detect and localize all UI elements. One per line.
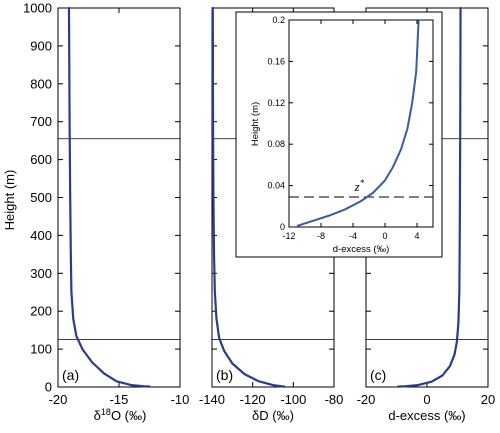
panel-a-series-line <box>67 6 151 388</box>
panel-b-ticks: -140 -120 -100 -80 <box>199 7 344 407</box>
z-star-annotation-main: z <box>354 179 360 194</box>
y-axis-title: Height (m) <box>2 170 17 231</box>
y-tick-label: 1000 <box>23 1 52 16</box>
inset-plot: -12 -8 -4 0 4 0 0.04 0.08 0.12 0.16 0.2 z* Height … <box>235 11 443 258</box>
inset-y-tick-label: 0.2 <box>272 15 285 25</box>
y-tick-label: 800 <box>30 76 52 91</box>
y-tick-label: 400 <box>30 228 52 243</box>
y-tick-label: 500 <box>30 190 52 205</box>
x-tick-label: -15 <box>110 392 129 407</box>
panel-c-x-axis-title: d-excess (‰) <box>388 408 465 423</box>
x-tick-label: 20 <box>481 392 495 407</box>
inset-x-axis-title: d-excess (‰) <box>333 244 389 255</box>
inset-y-tick-label: 0.08 <box>267 139 285 149</box>
inset-y-tick-label: 0.16 <box>267 56 285 66</box>
inset-y-tick-label: 0 <box>280 222 285 232</box>
y-tick-label: 700 <box>30 114 52 129</box>
inset-ticks: -12 -8 -4 0 4 0 0.04 0.08 0.12 0.16 0.2 <box>267 15 433 241</box>
y-tick-labels: 0 100 200 300 400 500 600 700 800 900 1000 <box>23 1 52 395</box>
panel-c-series-line <box>396 6 462 388</box>
inset-series-line <box>296 19 420 227</box>
y-tick-label: 600 <box>30 152 52 167</box>
z-star-annotation-sup: * <box>360 178 365 188</box>
x-tick-label: -140 <box>199 392 225 407</box>
panel-a-ticks: -20 -15 -10 <box>49 7 190 407</box>
inset-x-tick-label: -8 <box>317 231 325 241</box>
inset-x-tick-label: 0 <box>382 231 387 241</box>
panel-b-x-axis-title: δD (‰) <box>252 408 294 423</box>
y-tick-label: 900 <box>30 38 52 53</box>
x-tick-label: -80 <box>325 392 344 407</box>
panel-a-x-axis-title-rest: O (‰) <box>111 408 146 423</box>
panel-c-label: (c) <box>370 367 386 383</box>
y-tick-label: 0 <box>45 380 52 395</box>
inset-x-tick-label: -12 <box>282 231 295 241</box>
x-tick-label: -120 <box>240 392 266 407</box>
x-tick-label: -10 <box>171 392 190 407</box>
x-tick-label: -100 <box>280 392 306 407</box>
x-tick-label: -20 <box>49 392 68 407</box>
z-star-annotation: z* <box>354 178 365 194</box>
panel-b-series-line <box>211 6 286 388</box>
inset-axes-frame <box>288 19 434 228</box>
x-tick-label: 0 <box>423 392 430 407</box>
panel-b-label: (b) <box>216 367 233 383</box>
inset-y-tick-label: 0.04 <box>267 181 285 191</box>
x-tick-label: -20 <box>357 392 376 407</box>
panel-a-reference-lines <box>58 138 180 341</box>
panel-a-x-axis-title-delta: δ <box>94 408 101 423</box>
y-tick-label: 200 <box>30 304 52 319</box>
panel-a-x-axis-title-sup: 18 <box>101 407 111 417</box>
y-tick-label: 300 <box>30 266 52 281</box>
panel-a: -20 -15 -10 (a) δ18O (‰) <box>49 6 190 423</box>
y-tick-label: 100 <box>30 342 52 357</box>
panel-a-label: (a) <box>62 367 79 383</box>
inset-x-tick-label: 4 <box>414 231 419 241</box>
inset-background <box>235 11 443 258</box>
panel-a-x-axis-title: δ18O (‰) <box>94 407 147 423</box>
inset-y-axis-title: Height (m) <box>250 102 261 146</box>
inset-y-tick-label: 0.12 <box>267 98 285 108</box>
inset-x-tick-label: -4 <box>349 231 357 241</box>
